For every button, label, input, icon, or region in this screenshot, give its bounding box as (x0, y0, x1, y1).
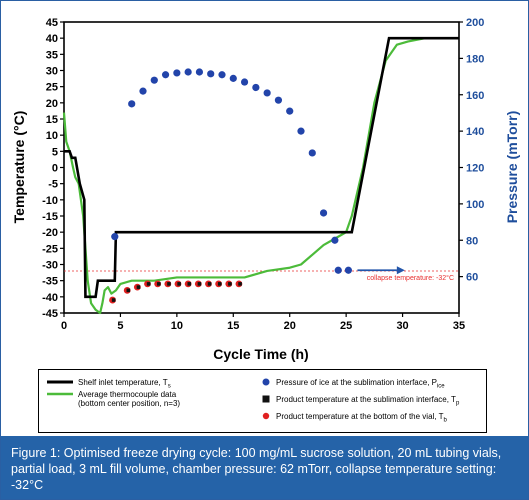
pressure-point (173, 69, 181, 77)
y-axis-left-label: Temperature (°C) (11, 111, 27, 224)
pressure-point (184, 68, 192, 76)
y-right-tick-label: 140 (466, 126, 484, 138)
product-sublimation-point (167, 282, 171, 286)
x-tick-label: 25 (340, 320, 352, 332)
y-left-tick-label: -30 (42, 260, 58, 272)
legend-item-pressure: Pressure of ice at the sublimation inter… (261, 378, 445, 392)
product-sublimation-point (217, 282, 222, 286)
y-left-tick-label: 20 (46, 98, 58, 110)
y-right-tick-label: 120 (466, 163, 484, 175)
product-sublimation-point (136, 285, 141, 289)
figure-caption: Figure 1: Optimised freeze drying cycle:… (1, 436, 528, 499)
x-axis-label: Cycle Time (h) (213, 346, 308, 362)
legend-item-shelf: Shelf inlet temperature, Ts (47, 378, 171, 390)
pressure-point (297, 127, 305, 135)
legend-label: (bottom center position, n=3) (78, 399, 181, 408)
y-left-tick-label: 40 (46, 33, 58, 45)
y-left-tick-label: -10 (42, 195, 58, 207)
y-left-tick-label: 15 (46, 114, 58, 126)
legend-label: Average thermocouple data (78, 390, 177, 399)
arrow-ball (334, 266, 342, 274)
pressure-point (161, 71, 170, 79)
y-left-tick-label: 5 (52, 146, 58, 158)
pressure-point (274, 96, 283, 104)
pressure-point (286, 107, 294, 115)
product-sublimation-point (111, 298, 116, 302)
pressure-point (139, 87, 147, 95)
product-sublimation-point (207, 282, 212, 286)
legend-label: Product temperature at the sublimation i… (276, 395, 456, 404)
y-right-tick-label: 80 (466, 235, 478, 247)
y-right-tick-label: 180 (466, 53, 484, 65)
pressure-point (195, 68, 204, 76)
product-sublimation-point (177, 282, 181, 286)
legend: Shelf inlet temperature, Ts Average ther… (38, 369, 487, 433)
y-axis-right-label: Pressure (mTorr) (504, 111, 520, 224)
product-sublimation-point (157, 282, 161, 286)
product-sublimation-point (146, 282, 151, 286)
series-line-shelf (64, 36, 459, 299)
pressure-point (240, 78, 249, 86)
y-left-tick-label: -40 (42, 292, 58, 304)
y-right-tick-label: 60 (466, 272, 478, 284)
pressure-point (308, 149, 316, 157)
x-tick-label: 5 (117, 320, 123, 332)
legend-label: Pressure of ice at the sublimation inter… (276, 378, 437, 387)
y-left-tick-label: 45 (46, 17, 58, 29)
y-left-tick-label: -15 (42, 211, 58, 223)
arrow-head (396, 266, 405, 275)
y-left-tick-label: 25 (46, 82, 58, 94)
pressure-point (207, 70, 215, 78)
product-sublimation-point (228, 282, 232, 286)
pressure-point (331, 236, 339, 244)
y-right-tick-label: 100 (466, 199, 484, 211)
product-sublimation-point (126, 288, 131, 293)
product-sublimation-point (187, 282, 192, 286)
legend-label: Shelf inlet temperature, T (78, 378, 168, 387)
pressure-point (229, 74, 237, 82)
y-left-tick-label: 30 (46, 66, 58, 78)
legend-label: Product temperature at the bottom of the… (276, 412, 444, 421)
collapse-temperature-annotation: collapse temperature: -32°C (367, 274, 454, 282)
x-tick-label: 15 (227, 320, 239, 332)
pressure-point (218, 71, 226, 79)
product-sublimation-point (197, 282, 202, 286)
pressure-point (128, 100, 136, 108)
caption-text: Figure 1: Optimised freeze drying cycle:… (11, 446, 502, 492)
y-left-tick-label: -20 (42, 227, 58, 239)
chart: 0 5 10 15 20 25 30 35 -45 -40 -35 -30 -25 -20 -15 -10 -… (11, 17, 520, 362)
legend-item-product-sublimation: Product temperature at the sublimation i… (261, 395, 459, 409)
legend-item-thermocouple: Average thermocouple data (bottom center … (47, 390, 180, 408)
y-left-tick-label: 10 (46, 130, 58, 142)
x-tick-label: 30 (396, 320, 408, 332)
plot-area (63, 21, 460, 314)
product-sublimation-point (238, 282, 242, 286)
pressure-point (263, 89, 271, 97)
pressure-point (111, 233, 119, 241)
y-left-tick-label: -5 (48, 179, 58, 191)
y-left-tick-label: 35 (46, 49, 58, 61)
y-left-tick-label: 0 (52, 163, 58, 175)
x-tick-label: 20 (284, 320, 296, 332)
pressure-point (252, 83, 260, 92)
arrow-annotation (334, 266, 405, 275)
pressure-point (319, 209, 328, 217)
y-left-tick-label: -35 (42, 276, 58, 288)
y-right-tick-label: 200 (466, 17, 484, 29)
x-tick-label: 0 (61, 320, 67, 332)
legend-item-product-bottom: Product temperature at the bottom of the… (261, 412, 447, 426)
x-tick-label: 35 (453, 320, 465, 332)
x-tick-label: 10 (171, 320, 183, 332)
arrow-ball (344, 266, 352, 274)
y-right-tick-label: 160 (466, 90, 484, 102)
pressure-point (150, 76, 158, 84)
y-left-tick-label: -25 (42, 243, 58, 255)
y-left-tick-label: -45 (42, 308, 58, 320)
